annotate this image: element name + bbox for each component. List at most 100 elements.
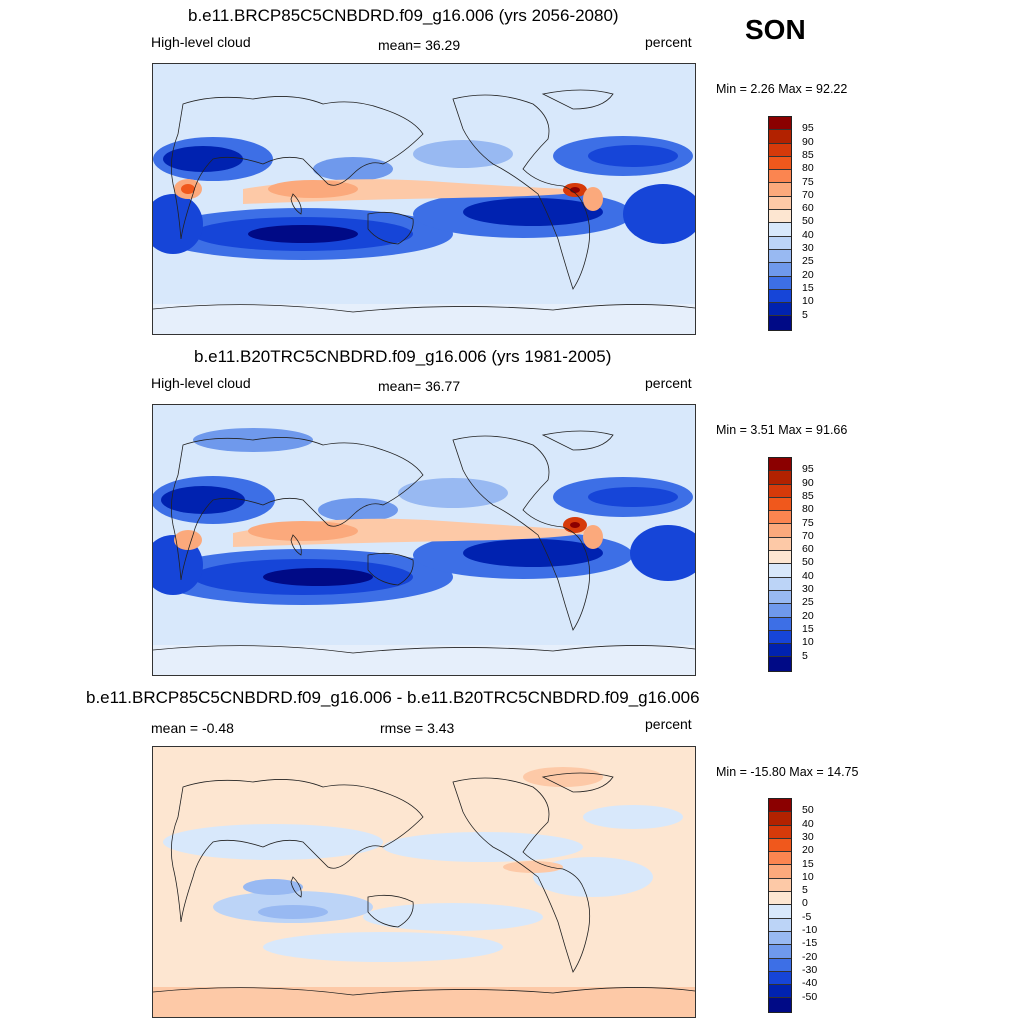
colorbar-swatch xyxy=(769,143,791,157)
panel1-map xyxy=(152,63,696,335)
panel2-mean-label: mean= 36.77 xyxy=(378,378,461,394)
colorbar-tick-label: 90 xyxy=(802,476,814,489)
colorbar-tick-label: 30 xyxy=(802,830,814,843)
colorbar-swatch xyxy=(769,249,791,264)
colorbar-tick-label: 20 xyxy=(802,609,814,622)
colorbar-tick-label: 60 xyxy=(802,202,814,215)
colorbar-swatch xyxy=(769,537,791,552)
colorbar-tick-label: 95 xyxy=(802,122,814,135)
colorbar-swatch xyxy=(769,971,791,986)
colorbar-swatch xyxy=(769,918,791,932)
colorbar-swatch xyxy=(769,511,791,525)
colorbar-tick-label: -50 xyxy=(802,990,818,1003)
colorbar-swatch xyxy=(769,865,791,879)
colorbar-swatch xyxy=(769,117,791,131)
colorbar-tick-label: 90 xyxy=(802,135,814,148)
panel1-map-field xyxy=(153,64,695,334)
colorbar-tick-label: 85 xyxy=(802,489,814,502)
colorbar-tick-label: 10 xyxy=(802,870,814,883)
colorbar-swatch xyxy=(769,156,791,171)
colorbar-swatch xyxy=(769,931,791,946)
colorbar-tick-label: 25 xyxy=(802,596,814,609)
colorbar-tick-label: -10 xyxy=(802,924,818,936)
panel2-title: b.e11.B20TRC5CNBDRD.f09_g16.006 (yrs 198… xyxy=(194,347,612,366)
colorbar-tick-label: 50 xyxy=(802,804,814,817)
colorbar-tick-label: 70 xyxy=(802,529,814,542)
colorbar-tick-label: 40 xyxy=(802,228,814,241)
panel1-minmax: Min = 2.26 Max = 92.22 xyxy=(716,82,848,96)
colorbar-tick-label: -30 xyxy=(802,963,818,976)
colorbar-tick-label: 70 xyxy=(802,188,814,201)
panel2-variable-label: High-level cloud xyxy=(151,375,251,391)
panel2-colorbar xyxy=(768,457,792,672)
panel2-units-label: percent xyxy=(645,375,692,391)
colorbar-tick-label: 40 xyxy=(802,817,814,830)
panel3-mean-label: mean = -0.48 xyxy=(151,720,234,736)
colorbar-tick-label: 50 xyxy=(802,215,814,228)
colorbar-swatch xyxy=(769,551,791,565)
panel3-minmax: Min = -15.80 Max = 14.75 xyxy=(716,765,859,779)
colorbar-swatch xyxy=(769,825,791,839)
colorbar-swatch xyxy=(769,564,791,578)
colorbar-tick-label: 60 xyxy=(802,543,814,556)
colorbar-swatch xyxy=(769,471,791,485)
panel2-map-field xyxy=(153,405,695,675)
colorbar-swatch xyxy=(769,630,791,645)
colorbar-swatch xyxy=(769,276,791,290)
colorbar-swatch xyxy=(769,196,791,211)
colorbar-swatch xyxy=(769,316,791,330)
colorbar-swatch xyxy=(769,799,791,813)
colorbar-swatch xyxy=(769,223,791,237)
colorbar-swatch xyxy=(769,812,791,826)
colorbar-swatch xyxy=(769,985,791,999)
colorbar-tick-label: -40 xyxy=(802,977,818,990)
colorbar-tick-label: 10 xyxy=(802,295,814,308)
panel1-colorbar xyxy=(768,116,792,331)
panel2-minmax: Min = 3.51 Max = 91.66 xyxy=(716,423,848,437)
colorbar-swatch xyxy=(769,838,791,853)
colorbar-swatch xyxy=(769,303,791,317)
colorbar-swatch xyxy=(769,130,791,144)
colorbar-swatch xyxy=(769,657,791,671)
colorbar-tick-label: 15 xyxy=(802,622,814,635)
colorbar-swatch xyxy=(769,524,791,538)
panel3-colorbar xyxy=(768,798,792,1013)
colorbar-tick-label: 95 xyxy=(802,463,814,476)
colorbar-swatch xyxy=(769,905,791,919)
colorbar-swatch xyxy=(769,892,791,906)
panel1-mean-label: mean= 36.29 xyxy=(378,37,461,53)
panel2-map xyxy=(152,404,696,676)
colorbar-tick-label: 80 xyxy=(802,162,814,175)
colorbar-tick-label: 50 xyxy=(802,556,814,569)
colorbar-tick-label: -15 xyxy=(802,937,818,950)
colorbar-swatch xyxy=(769,604,791,618)
colorbar-swatch xyxy=(769,289,791,304)
colorbar-tick-label: 75 xyxy=(802,516,814,529)
panel3-map-field xyxy=(153,747,695,1017)
colorbar-swatch xyxy=(769,958,791,972)
colorbar-tick-label: 40 xyxy=(802,569,814,582)
colorbar-tick-label: 20 xyxy=(802,268,814,281)
panel1-units-label: percent xyxy=(645,34,692,50)
colorbar-swatch xyxy=(769,263,791,277)
colorbar-swatch xyxy=(769,945,791,959)
colorbar-tick-label: 30 xyxy=(802,583,814,595)
colorbar-swatch xyxy=(769,210,791,224)
colorbar-tick-label: 75 xyxy=(802,175,814,188)
colorbar-swatch xyxy=(769,998,791,1012)
colorbar-tick-label: 10 xyxy=(802,636,814,649)
colorbar-swatch xyxy=(769,458,791,472)
colorbar-tick-label: 25 xyxy=(802,255,814,268)
colorbar-tick-label: 85 xyxy=(802,148,814,161)
colorbar-tick-label: -5 xyxy=(802,910,812,923)
colorbar-swatch xyxy=(769,644,791,658)
panel3-rmse-label: rmse = 3.43 xyxy=(380,720,455,736)
colorbar-swatch xyxy=(769,878,791,893)
colorbar-swatch xyxy=(769,236,791,250)
colorbar-swatch xyxy=(769,577,791,591)
colorbar-tick-label: 80 xyxy=(802,503,814,516)
colorbar-tick-label: 5 xyxy=(802,884,808,897)
colorbar-tick-label: 20 xyxy=(802,844,814,857)
colorbar-swatch xyxy=(769,852,791,866)
panel1-title: b.e11.BRCP85C5CNBDRD.f09_g16.006 (yrs 20… xyxy=(188,6,619,25)
